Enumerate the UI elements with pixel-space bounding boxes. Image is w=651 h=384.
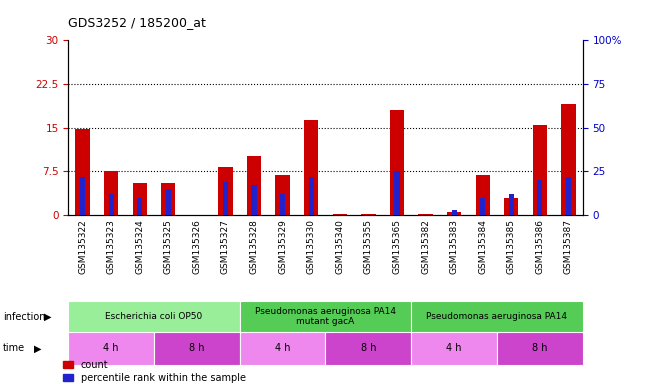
Bar: [137, 197, 143, 215]
Bar: [247, 156, 261, 215]
Text: 8 h: 8 h: [532, 343, 547, 354]
Text: GSM135322: GSM135322: [78, 219, 87, 274]
Text: ▶: ▶: [44, 312, 52, 322]
Bar: [447, 212, 461, 215]
Bar: [275, 175, 290, 215]
Bar: [154, 332, 240, 365]
Bar: [395, 171, 400, 215]
Text: GSM135382: GSM135382: [421, 219, 430, 274]
Bar: [390, 110, 404, 215]
Text: GSM135324: GSM135324: [135, 219, 145, 274]
Bar: [309, 177, 314, 215]
Bar: [68, 332, 154, 365]
Bar: [166, 189, 171, 215]
Text: GSM135325: GSM135325: [164, 219, 173, 274]
Bar: [80, 177, 85, 215]
Bar: [533, 125, 547, 215]
Text: Pseudomonas aeruginosa PA14
mutant gacA: Pseudomonas aeruginosa PA14 mutant gacA: [255, 307, 396, 326]
Bar: [411, 332, 497, 365]
Bar: [68, 301, 240, 332]
Text: GSM135385: GSM135385: [506, 219, 516, 274]
Text: 8 h: 8 h: [189, 343, 204, 354]
Bar: [508, 194, 514, 215]
Text: ▶: ▶: [34, 343, 42, 354]
Bar: [561, 104, 575, 215]
Text: GSM135327: GSM135327: [221, 219, 230, 274]
Text: time: time: [3, 343, 25, 354]
Text: 4 h: 4 h: [104, 343, 119, 354]
Text: GSM135387: GSM135387: [564, 219, 573, 274]
Bar: [537, 180, 542, 215]
Bar: [161, 183, 176, 215]
Text: GSM135330: GSM135330: [307, 219, 316, 274]
Bar: [104, 171, 118, 215]
Text: Escherichia coli OP50: Escherichia coli OP50: [105, 312, 202, 321]
Text: 4 h: 4 h: [275, 343, 290, 354]
Text: GSM135383: GSM135383: [450, 219, 458, 274]
Legend: count, percentile rank within the sample: count, percentile rank within the sample: [63, 360, 246, 383]
Bar: [304, 120, 318, 215]
Bar: [240, 301, 411, 332]
Text: GSM135326: GSM135326: [193, 219, 201, 274]
Bar: [133, 183, 147, 215]
Bar: [411, 301, 583, 332]
Text: GSM135329: GSM135329: [278, 219, 287, 274]
Text: GSM135328: GSM135328: [249, 219, 258, 274]
Bar: [504, 197, 518, 215]
Bar: [566, 177, 571, 215]
Text: GSM135323: GSM135323: [107, 219, 116, 274]
Bar: [326, 332, 411, 365]
Bar: [480, 197, 485, 215]
Bar: [251, 185, 256, 215]
Bar: [475, 175, 490, 215]
Bar: [223, 182, 228, 215]
Bar: [280, 194, 285, 215]
Text: 4 h: 4 h: [447, 343, 462, 354]
Bar: [497, 332, 583, 365]
Text: 8 h: 8 h: [361, 343, 376, 354]
Text: GDS3252 / 185200_at: GDS3252 / 185200_at: [68, 16, 206, 29]
Bar: [452, 210, 456, 215]
Text: GSM135340: GSM135340: [335, 219, 344, 274]
Text: GSM135386: GSM135386: [535, 219, 544, 274]
Text: GSM135365: GSM135365: [393, 219, 402, 274]
Text: GSM135355: GSM135355: [364, 219, 373, 274]
Bar: [109, 194, 114, 215]
Bar: [361, 214, 376, 215]
Bar: [76, 129, 90, 215]
Text: Pseudomonas aeruginosa PA14: Pseudomonas aeruginosa PA14: [426, 312, 568, 321]
Bar: [333, 214, 347, 215]
Bar: [218, 167, 232, 215]
Bar: [240, 332, 326, 365]
Text: GSM135384: GSM135384: [478, 219, 487, 274]
Text: infection: infection: [3, 312, 46, 322]
Bar: [419, 214, 433, 215]
